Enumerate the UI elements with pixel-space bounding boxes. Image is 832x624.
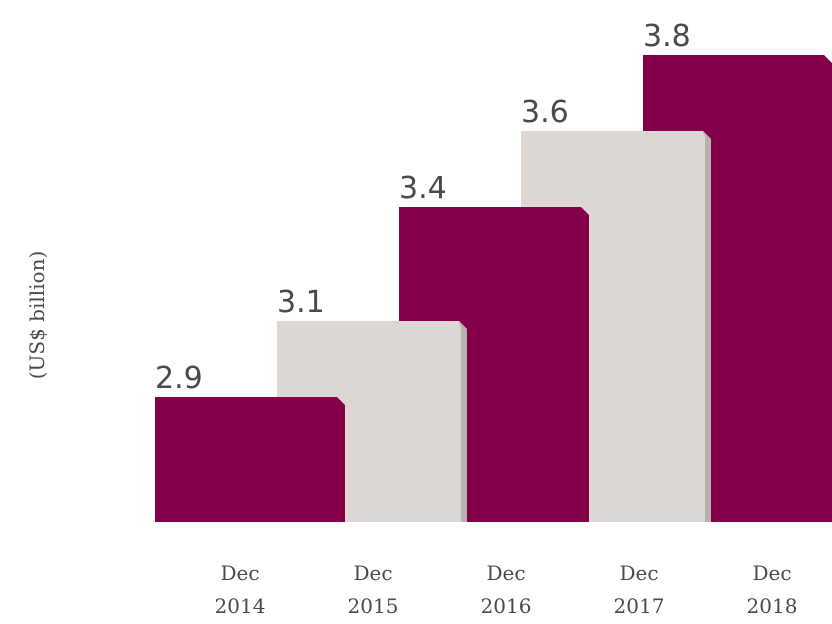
category-label: Dec 2014 [215,561,266,618]
bar-edge [459,321,467,522]
category-label: Dec 2016 [481,561,532,618]
category-label: Dec 2017 [614,561,665,618]
bar-0 [155,397,345,522]
value-label: 3.6 [521,95,569,130]
bar-rect [155,397,345,522]
value-label: 2.9 [155,361,203,396]
bar-edge [703,131,711,522]
category-label: Dec 2018 [747,561,798,618]
value-label: 3.4 [399,171,447,206]
value-label: 3.1 [277,285,325,320]
value-label: 3.8 [643,19,691,54]
category-label: Dec 2015 [348,561,399,618]
